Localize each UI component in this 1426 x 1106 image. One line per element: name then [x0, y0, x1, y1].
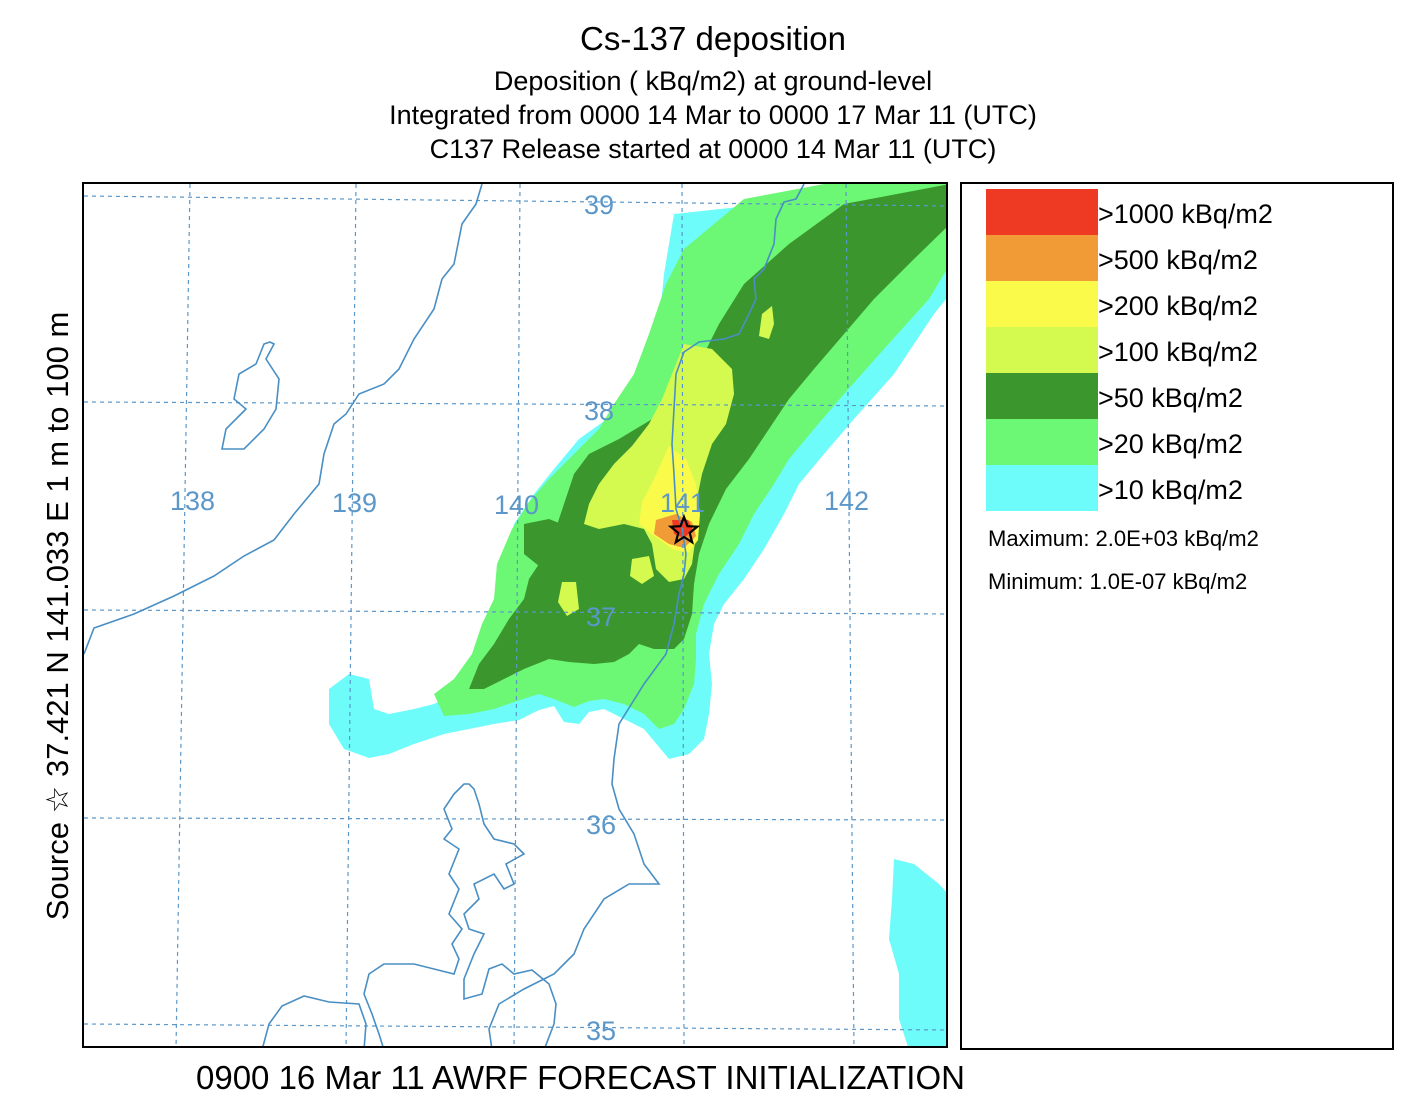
legend-label: >200 kBq/m2: [1098, 291, 1258, 321]
longitude-label-139: 139: [332, 488, 377, 518]
longitude-line-140: [513, 184, 521, 1046]
latitude-line-35: [84, 1023, 946, 1031]
plume-gt100-core: [584, 344, 734, 582]
legend-panel: >1000 kBq/m2 >500 kBq/m2 >200 kBq/m2 >100 k…: [960, 182, 1394, 1050]
legend-item: >50 kBq/m2: [986, 373, 1386, 419]
sado-island: [221, 341, 280, 450]
tokyo-bay-coast: [363, 783, 557, 1046]
latitude-label-38: 38: [584, 396, 614, 426]
plume-gt50-west-arm: [524, 519, 584, 566]
map-panel: 39 38 37 36 35 138 139 140 141 142: [82, 182, 948, 1048]
legend-label: >1000 kBq/m2: [1098, 199, 1273, 229]
maximum-value-label: Maximum: 2.0E+03 kBq/m2: [988, 526, 1259, 551]
longitude-line-141: [681, 184, 685, 1046]
plume-layer-gt100: [558, 306, 774, 616]
longitude-labels: 138 139 140 141 142: [170, 486, 869, 520]
longitude-line-139: [345, 184, 357, 1046]
latitude-label-36: 36: [586, 810, 616, 840]
legend-swatch: [986, 373, 1098, 419]
star-icon: [667, 513, 701, 545]
longitude-label-141: 141: [660, 488, 705, 518]
latitude-label-37: 37: [586, 602, 616, 632]
latitude-label-35: 35: [586, 1016, 616, 1046]
legend-swatch: [986, 465, 1098, 511]
graticule: [84, 184, 946, 1046]
legend-item: >1000 kBq/m2: [986, 189, 1386, 235]
coastlines: [84, 184, 805, 1046]
longitude-line-138: [175, 184, 191, 1046]
japan-sea-coastline: [84, 184, 483, 655]
legend-item: >500 kBq/m2: [986, 235, 1386, 281]
chart-subtitle-release: C137 Release started at 0000 14 Mar 11 (…: [429, 134, 997, 164]
latitude-line-38: [84, 401, 946, 407]
plume-gt100-ne-patch: [759, 306, 774, 339]
longitude-line-142: [845, 184, 855, 1046]
forecast-initialization-label: 0900 16 Mar 11 AWRF FORECAST INITIALIZAT…: [196, 1059, 965, 1096]
legend-item: >100 kBq/m2: [986, 327, 1386, 373]
latitude-line-39: [84, 195, 946, 207]
longitude-label-140: 140: [494, 490, 539, 520]
legend-label: >10 kBq/m2: [1098, 475, 1243, 505]
chart-title: Cs-137 deposition: [580, 20, 846, 57]
latitude-line-37: [84, 609, 946, 615]
longitude-label-138: 138: [170, 486, 215, 516]
plume-gt100-mid-patch: [630, 556, 654, 584]
latitude-line-36: [84, 817, 946, 821]
legend-item: >10 kBq/m2: [986, 465, 1386, 511]
legend-swatch: [986, 419, 1098, 465]
legend-item: >20 kBq/m2: [986, 419, 1386, 465]
legend-label: >100 kBq/m2: [1098, 337, 1258, 367]
legend-item: >200 kBq/m2: [986, 281, 1386, 327]
izu-peninsula: [262, 995, 367, 1046]
legend-swatch: [986, 189, 1098, 235]
pacific-coastline: [488, 184, 805, 1046]
deposition-map: 39 38 37 36 35 138 139 140 141 142: [84, 184, 946, 1046]
source-location-label: Source ☆ 37.421 N 141.033 E 1 m to 100 m: [40, 311, 75, 921]
legend-swatch: [986, 281, 1098, 327]
plume-gt100-sw-patch: [558, 582, 579, 616]
legend-label: >500 kBq/m2: [1098, 245, 1258, 275]
chart-subtitle-integration: Integrated from 0000 14 Mar to 0000 17 M…: [389, 100, 1037, 130]
legend-swatch: [986, 327, 1098, 373]
latitude-labels: 39 38 37 36 35: [584, 190, 616, 1046]
chart-subtitle-units: Deposition ( kBq/m2) at ground-level: [493, 66, 933, 96]
legend-label: >20 kBq/m2: [1098, 429, 1243, 459]
legend-label: >50 kBq/m2: [1098, 383, 1243, 413]
plume-gt10-south: [889, 859, 946, 1046]
latitude-label-39: 39: [584, 190, 614, 220]
minimum-value-label: Minimum: 1.0E-07 kBq/m2: [988, 569, 1248, 594]
legend-swatch: [986, 235, 1098, 281]
longitude-label-142: 142: [824, 486, 869, 516]
